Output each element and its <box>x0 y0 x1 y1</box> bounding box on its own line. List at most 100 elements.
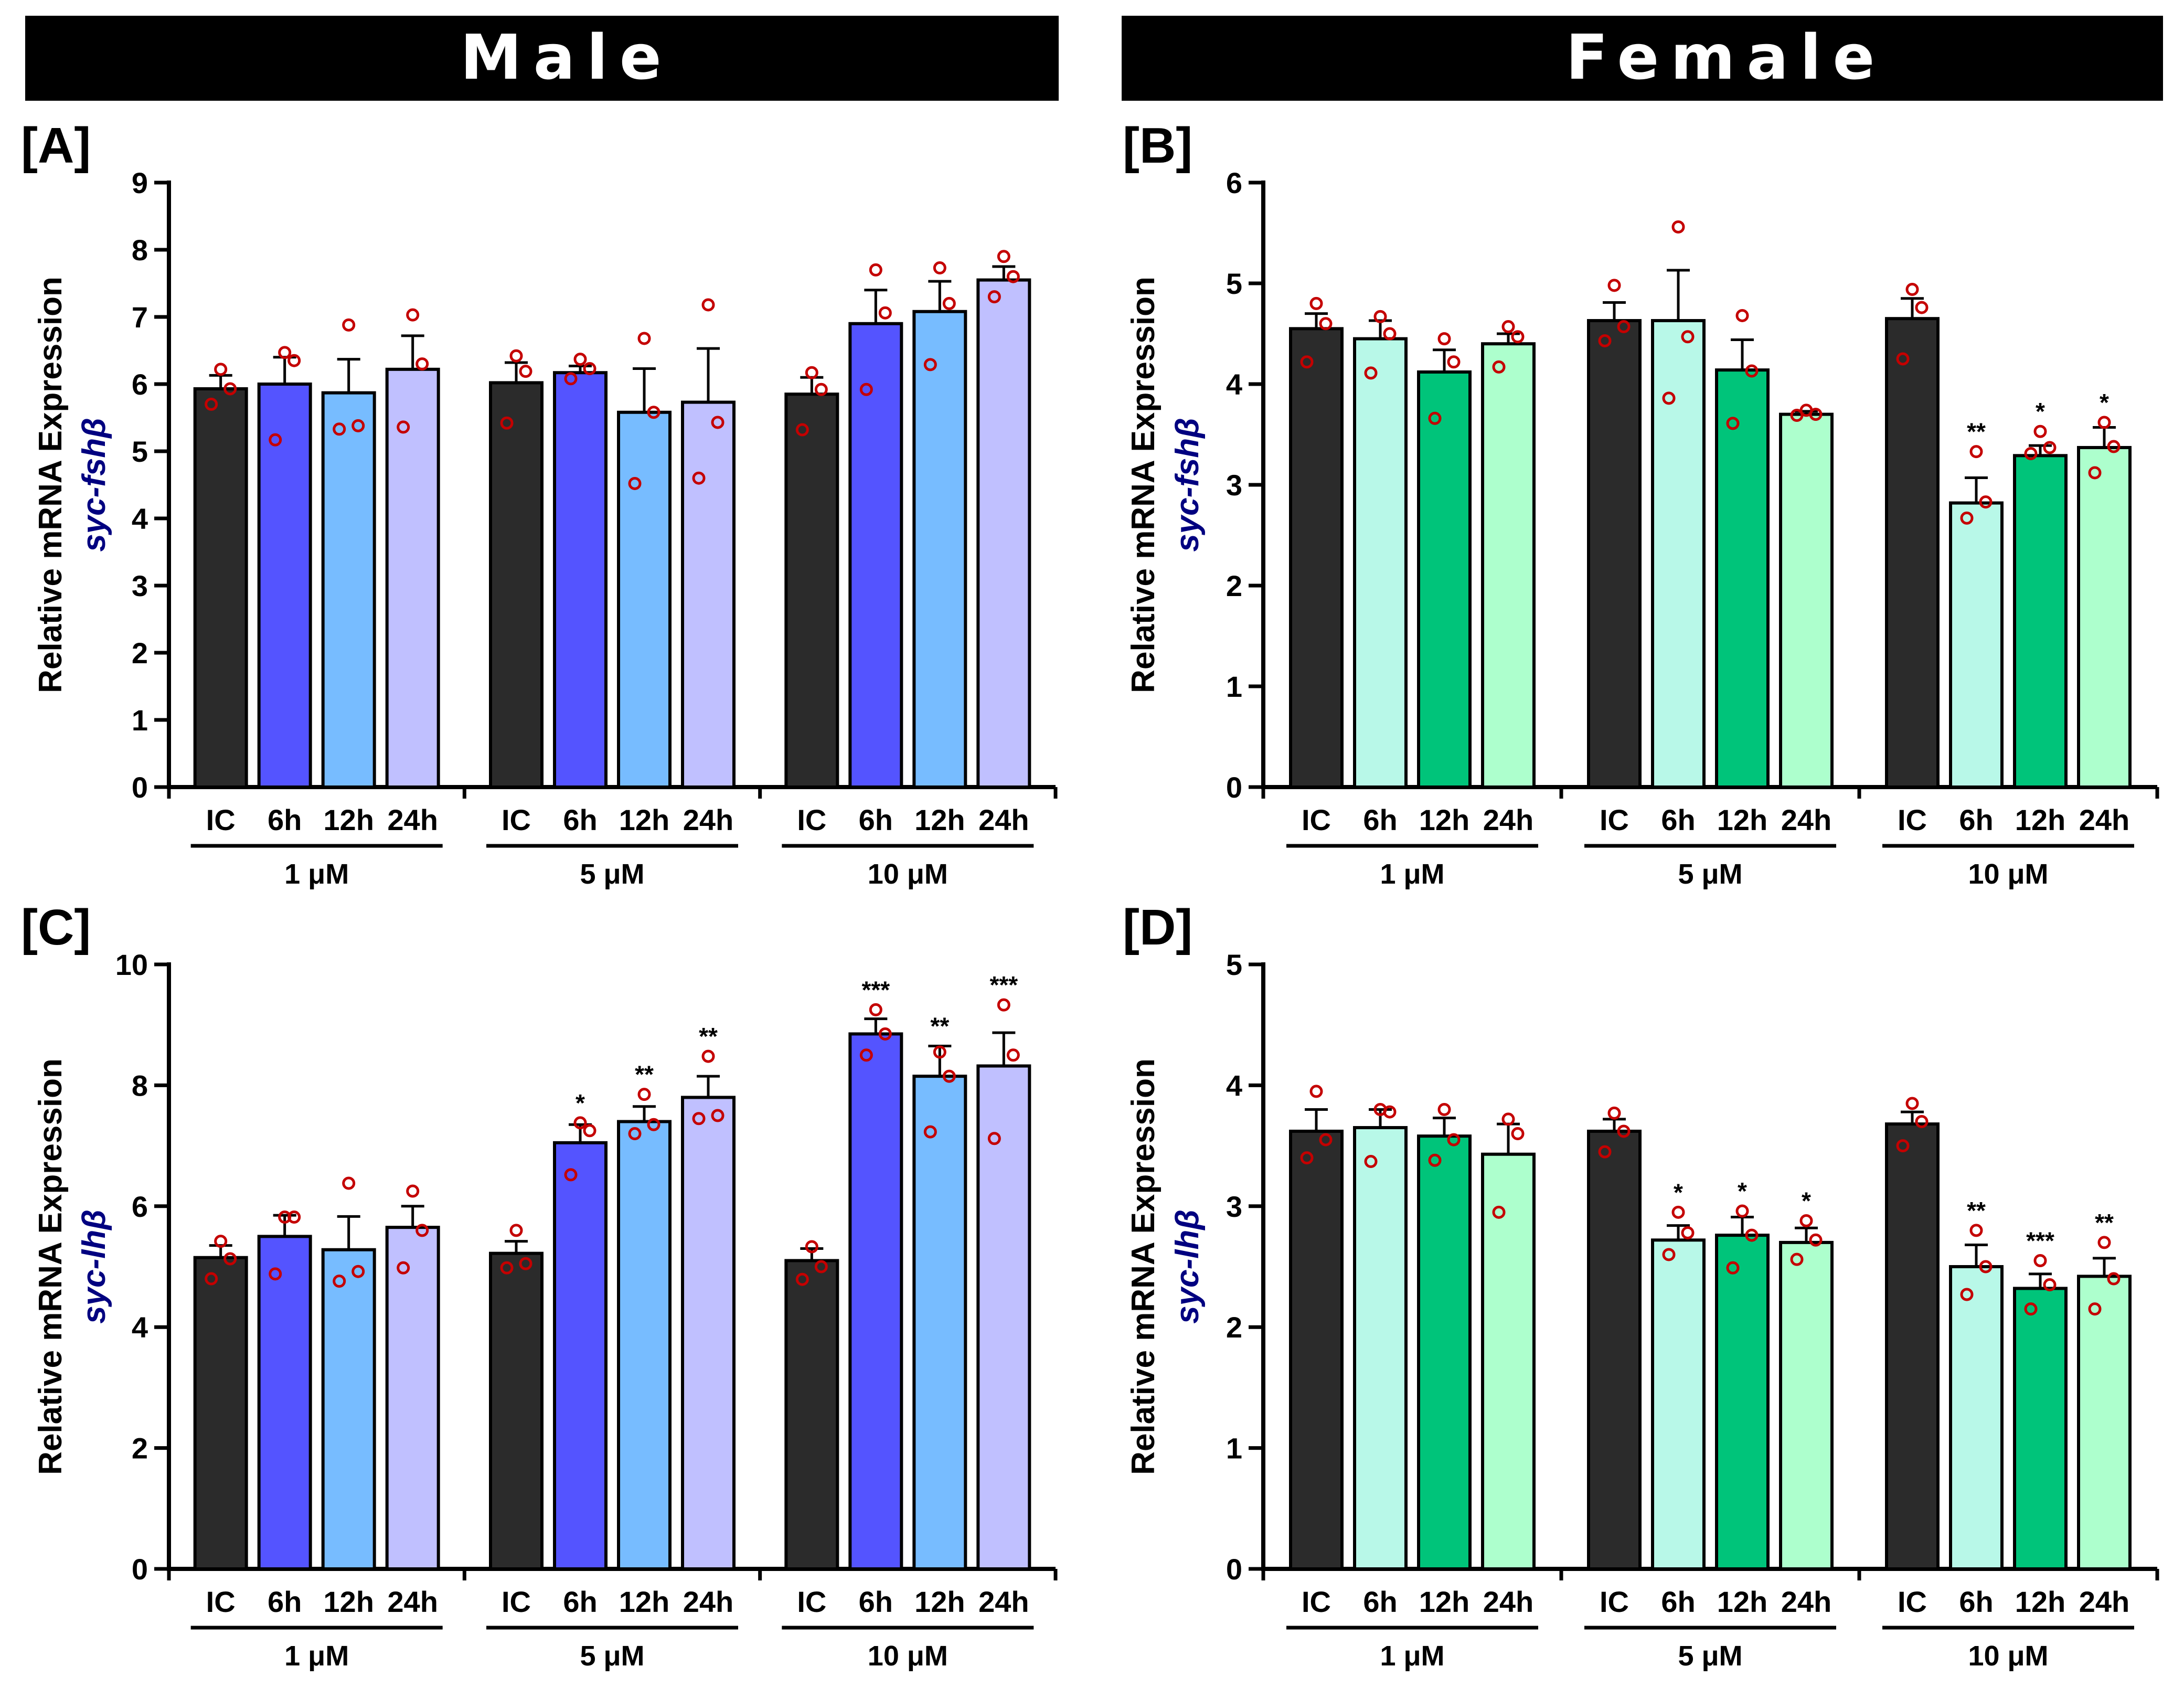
data-point <box>287 1211 301 1224</box>
data-point <box>1726 1261 1740 1275</box>
data-point <box>205 1272 218 1286</box>
y-tick-label: 1 <box>1226 670 1242 703</box>
y-tick-label: 7 <box>132 301 148 334</box>
x-tick-label: 24h <box>683 803 734 836</box>
male-header-bar <box>25 16 1059 101</box>
data-point <box>1501 320 1515 334</box>
bar <box>617 410 672 789</box>
data-point <box>1896 1139 1910 1153</box>
x-tick-label: 24h <box>978 1585 1029 1618</box>
data-point <box>223 1252 237 1266</box>
data-point <box>647 1118 660 1131</box>
data-point <box>2043 1278 2057 1292</box>
data-point <box>519 1257 532 1270</box>
x-tick-label: 24h <box>1483 1585 1534 1618</box>
x-tick-label: IC <box>1302 1585 1331 1618</box>
data-point <box>1492 1205 1506 1219</box>
group-label: 5 μM <box>580 858 644 890</box>
bar <box>553 1141 608 1571</box>
bar <box>321 1248 376 1570</box>
bar <box>681 400 736 789</box>
data-point <box>637 332 651 345</box>
data-point <box>269 1267 282 1281</box>
data-point <box>1437 1102 1451 1116</box>
data-point <box>1447 1133 1461 1146</box>
gene-label: syc-lhβ <box>1169 1209 1206 1324</box>
data-point <box>814 383 828 396</box>
x-tick-label: IC <box>797 803 826 836</box>
x-tick-label: 24h <box>387 1585 438 1618</box>
data-point <box>1373 310 1387 323</box>
y-tick-label: 6 <box>1226 166 1242 199</box>
bar <box>385 1226 440 1571</box>
data-point <box>1809 408 1823 421</box>
bar <box>553 371 608 789</box>
y-tick-label: 0 <box>1226 771 1242 804</box>
bar <box>1417 1134 1472 1570</box>
data-point <box>1319 1133 1333 1146</box>
bar <box>2013 454 2068 789</box>
data-point <box>1617 320 1631 334</box>
bar <box>2013 1287 2068 1570</box>
data-point <box>1809 1233 1823 1247</box>
data-point <box>397 420 410 434</box>
data-point <box>1437 332 1451 346</box>
group-label: 5 μM <box>580 1640 644 1672</box>
data-point <box>1364 366 1378 380</box>
data-point <box>333 1275 346 1288</box>
x-tick-label: 6h <box>563 803 597 836</box>
y-tick-label: 5 <box>132 435 148 468</box>
y-tick-label: 1 <box>132 704 148 737</box>
data-point <box>1300 1151 1314 1165</box>
bar <box>976 1064 1031 1570</box>
y-tick-label: 3 <box>1226 469 1242 502</box>
bar <box>1353 337 1408 789</box>
x-tick-label: 24h <box>387 803 438 836</box>
bar <box>1289 1129 1344 1570</box>
significance-label: * <box>1738 1177 1747 1205</box>
bar <box>1289 327 1344 789</box>
gene-label: syc-fshβ <box>1169 418 1206 552</box>
data-point <box>1671 1205 1685 1219</box>
x-tick-label: 12h <box>2015 1585 2066 1618</box>
data-point <box>1447 355 1461 369</box>
data-point <box>1662 391 1676 405</box>
data-point <box>923 358 937 371</box>
chart-panel-b: [B] Relative mRNA Expression syc-fshβ 0 1 2 3 4… <box>1123 118 2159 890</box>
bar <box>848 1032 903 1570</box>
data-point <box>1309 1085 1323 1098</box>
data-point <box>2033 424 2047 438</box>
significance-label: * <box>576 1089 585 1117</box>
group-label: 10 μM <box>868 858 948 890</box>
data-point <box>1979 1260 1993 1273</box>
x-tick-label: 6h <box>268 803 302 836</box>
data-point <box>573 353 587 366</box>
bar <box>1949 501 2004 789</box>
data-point <box>509 349 523 363</box>
data-point <box>1617 1124 1631 1138</box>
data-point <box>1960 511 1974 525</box>
data-point <box>2088 1302 2102 1316</box>
data-point <box>1428 411 1442 425</box>
data-point <box>573 1116 587 1130</box>
y-tick-label: 6 <box>132 368 148 401</box>
x-tick-label: IC <box>206 1585 236 1618</box>
data-point <box>509 1224 523 1237</box>
data-point <box>942 296 956 310</box>
x-tick-label: 6h <box>1959 803 1993 836</box>
y-tick-label: 1 <box>1226 1432 1242 1465</box>
data-point <box>1726 417 1740 430</box>
data-point <box>987 290 1001 304</box>
bar <box>321 391 376 789</box>
x-tick-label: 6h <box>1959 1585 1993 1618</box>
data-point <box>814 1260 828 1273</box>
data-point <box>1905 1097 1919 1110</box>
data-point <box>1383 1105 1397 1119</box>
data-point <box>997 998 1010 1012</box>
data-point <box>997 250 1010 263</box>
data-point <box>2024 447 2038 460</box>
data-point <box>333 422 346 436</box>
bar <box>193 1256 248 1570</box>
bar <box>1353 1126 1408 1571</box>
data-point <box>859 1048 873 1062</box>
